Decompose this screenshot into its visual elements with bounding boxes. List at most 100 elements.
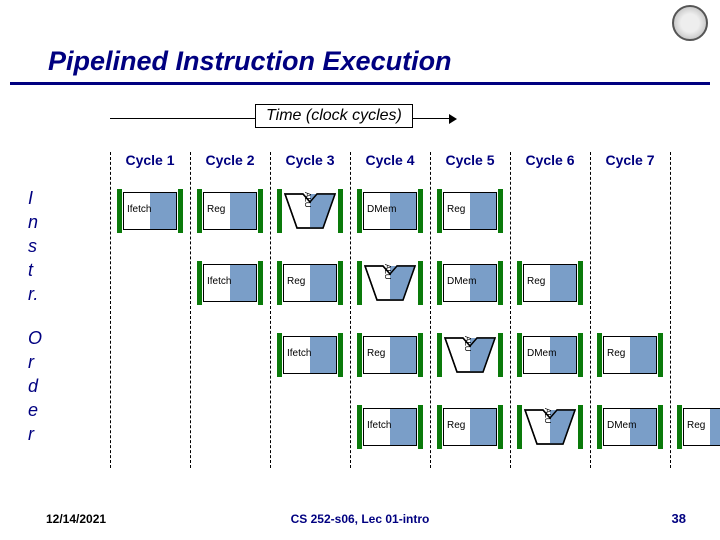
latch-bar xyxy=(498,333,503,377)
stage-label: Reg xyxy=(287,276,305,287)
pipeline-stage: Reg xyxy=(203,192,257,230)
latch-bar xyxy=(357,333,362,377)
pipeline-stage: Reg xyxy=(283,264,337,302)
latch-bar xyxy=(277,189,282,233)
pipeline-stage: Ifetch xyxy=(283,336,337,374)
latch-bar xyxy=(117,189,122,233)
latch-bar xyxy=(418,261,423,305)
latch-bar xyxy=(197,189,202,233)
stage-shade xyxy=(390,409,416,445)
latch-bar xyxy=(338,189,343,233)
pipeline-stage-alu: ALU xyxy=(363,264,417,302)
latch-bar xyxy=(578,405,583,449)
cycle-header: Cycle 5 xyxy=(430,152,510,168)
stage-label: Ifetch xyxy=(207,276,231,287)
latch-bar xyxy=(338,261,343,305)
pipeline-stage: Reg xyxy=(363,336,417,374)
pipeline-stage: DMem xyxy=(443,264,497,302)
stage-label: DMem xyxy=(607,420,636,431)
stage-label: DMem xyxy=(527,348,556,359)
gridline xyxy=(590,152,591,468)
latch-bar xyxy=(517,405,522,449)
pipeline-stage: DMem xyxy=(523,336,577,374)
gridline xyxy=(110,152,111,468)
latch-bar xyxy=(658,333,663,377)
latch-bar xyxy=(418,189,423,233)
stage-shade xyxy=(150,193,176,229)
stage-label: DMem xyxy=(367,204,396,215)
stage-label: Reg xyxy=(687,420,705,431)
pipeline-stage: Ifetch xyxy=(123,192,177,230)
pipeline-stage-alu: ALU xyxy=(443,336,497,374)
title-underline xyxy=(10,82,710,85)
left-label-order: O r d e r xyxy=(28,326,42,446)
pipeline-stage: DMem xyxy=(363,192,417,230)
gridline xyxy=(270,152,271,468)
stage-label: Reg xyxy=(367,348,385,359)
stage-label: ALU xyxy=(463,336,472,352)
pipeline-stage: Reg xyxy=(683,408,720,446)
cycle-headers: Cycle 1Cycle 2Cycle 3Cycle 4Cycle 5Cycle… xyxy=(110,152,670,168)
stage-label: Reg xyxy=(527,276,545,287)
latch-bar xyxy=(437,189,442,233)
pipeline-stage: Reg xyxy=(443,408,497,446)
footer-course: CS 252-s06, Lec 01-intro xyxy=(0,512,720,526)
latch-bar xyxy=(357,261,362,305)
gridline xyxy=(350,152,351,468)
pipeline-stage: Reg xyxy=(603,336,657,374)
cycle-header: Cycle 3 xyxy=(270,152,350,168)
stage-shade xyxy=(230,193,256,229)
stage-shade xyxy=(230,265,256,301)
latch-bar xyxy=(338,333,343,377)
stage-shade xyxy=(710,409,720,445)
cycle-header: Cycle 2 xyxy=(190,152,270,168)
pipeline-stage: Reg xyxy=(523,264,577,302)
latch-bar xyxy=(597,333,602,377)
stage-label: Reg xyxy=(447,420,465,431)
footer-page: 38 xyxy=(672,511,686,526)
latch-bar xyxy=(437,261,442,305)
pipeline-stage: Ifetch xyxy=(203,264,257,302)
stage-shade xyxy=(390,337,416,373)
stage-label: Reg xyxy=(447,204,465,215)
latch-bar xyxy=(517,261,522,305)
stage-shade xyxy=(470,409,496,445)
latch-bar xyxy=(277,333,282,377)
latch-bar xyxy=(277,261,282,305)
stage-label: DMem xyxy=(447,276,476,287)
latch-bar xyxy=(418,405,423,449)
latch-bar xyxy=(437,405,442,449)
stage-shade xyxy=(550,265,576,301)
latch-bar xyxy=(498,261,503,305)
latch-bar xyxy=(677,405,682,449)
latch-bar xyxy=(197,261,202,305)
logo-seal xyxy=(672,5,708,41)
latch-bar xyxy=(357,189,362,233)
pipeline-stage: Reg xyxy=(443,192,497,230)
pipeline-stage: Ifetch xyxy=(363,408,417,446)
cycle-header: Cycle 6 xyxy=(510,152,590,168)
latch-bar xyxy=(658,405,663,449)
latch-bar xyxy=(517,333,522,377)
latch-bar xyxy=(437,333,442,377)
latch-bar xyxy=(578,261,583,305)
page-title: Pipelined Instruction Execution xyxy=(48,46,452,77)
stage-label: Ifetch xyxy=(367,420,391,431)
latch-bar xyxy=(258,261,263,305)
gridline xyxy=(510,152,511,468)
latch-bar xyxy=(357,405,362,449)
gridline xyxy=(430,152,431,468)
stage-label: ALU xyxy=(383,264,392,280)
left-label-instr: I n s t r. xyxy=(28,186,38,306)
pipeline-stage-alu: ALU xyxy=(283,192,337,230)
gridline xyxy=(670,152,671,468)
gridline xyxy=(190,152,191,468)
stage-label: Ifetch xyxy=(127,204,151,215)
stage-shade xyxy=(630,337,656,373)
pipeline-diagram: Ifetch Reg ALU DMem Reg Ifetch Reg ALU DMem Reg If… xyxy=(110,172,670,472)
latch-bar xyxy=(258,189,263,233)
latch-bar xyxy=(498,405,503,449)
stage-label: Reg xyxy=(207,204,225,215)
time-axis-label: Time (clock cycles) xyxy=(255,104,413,128)
cycle-header: Cycle 7 xyxy=(590,152,670,168)
